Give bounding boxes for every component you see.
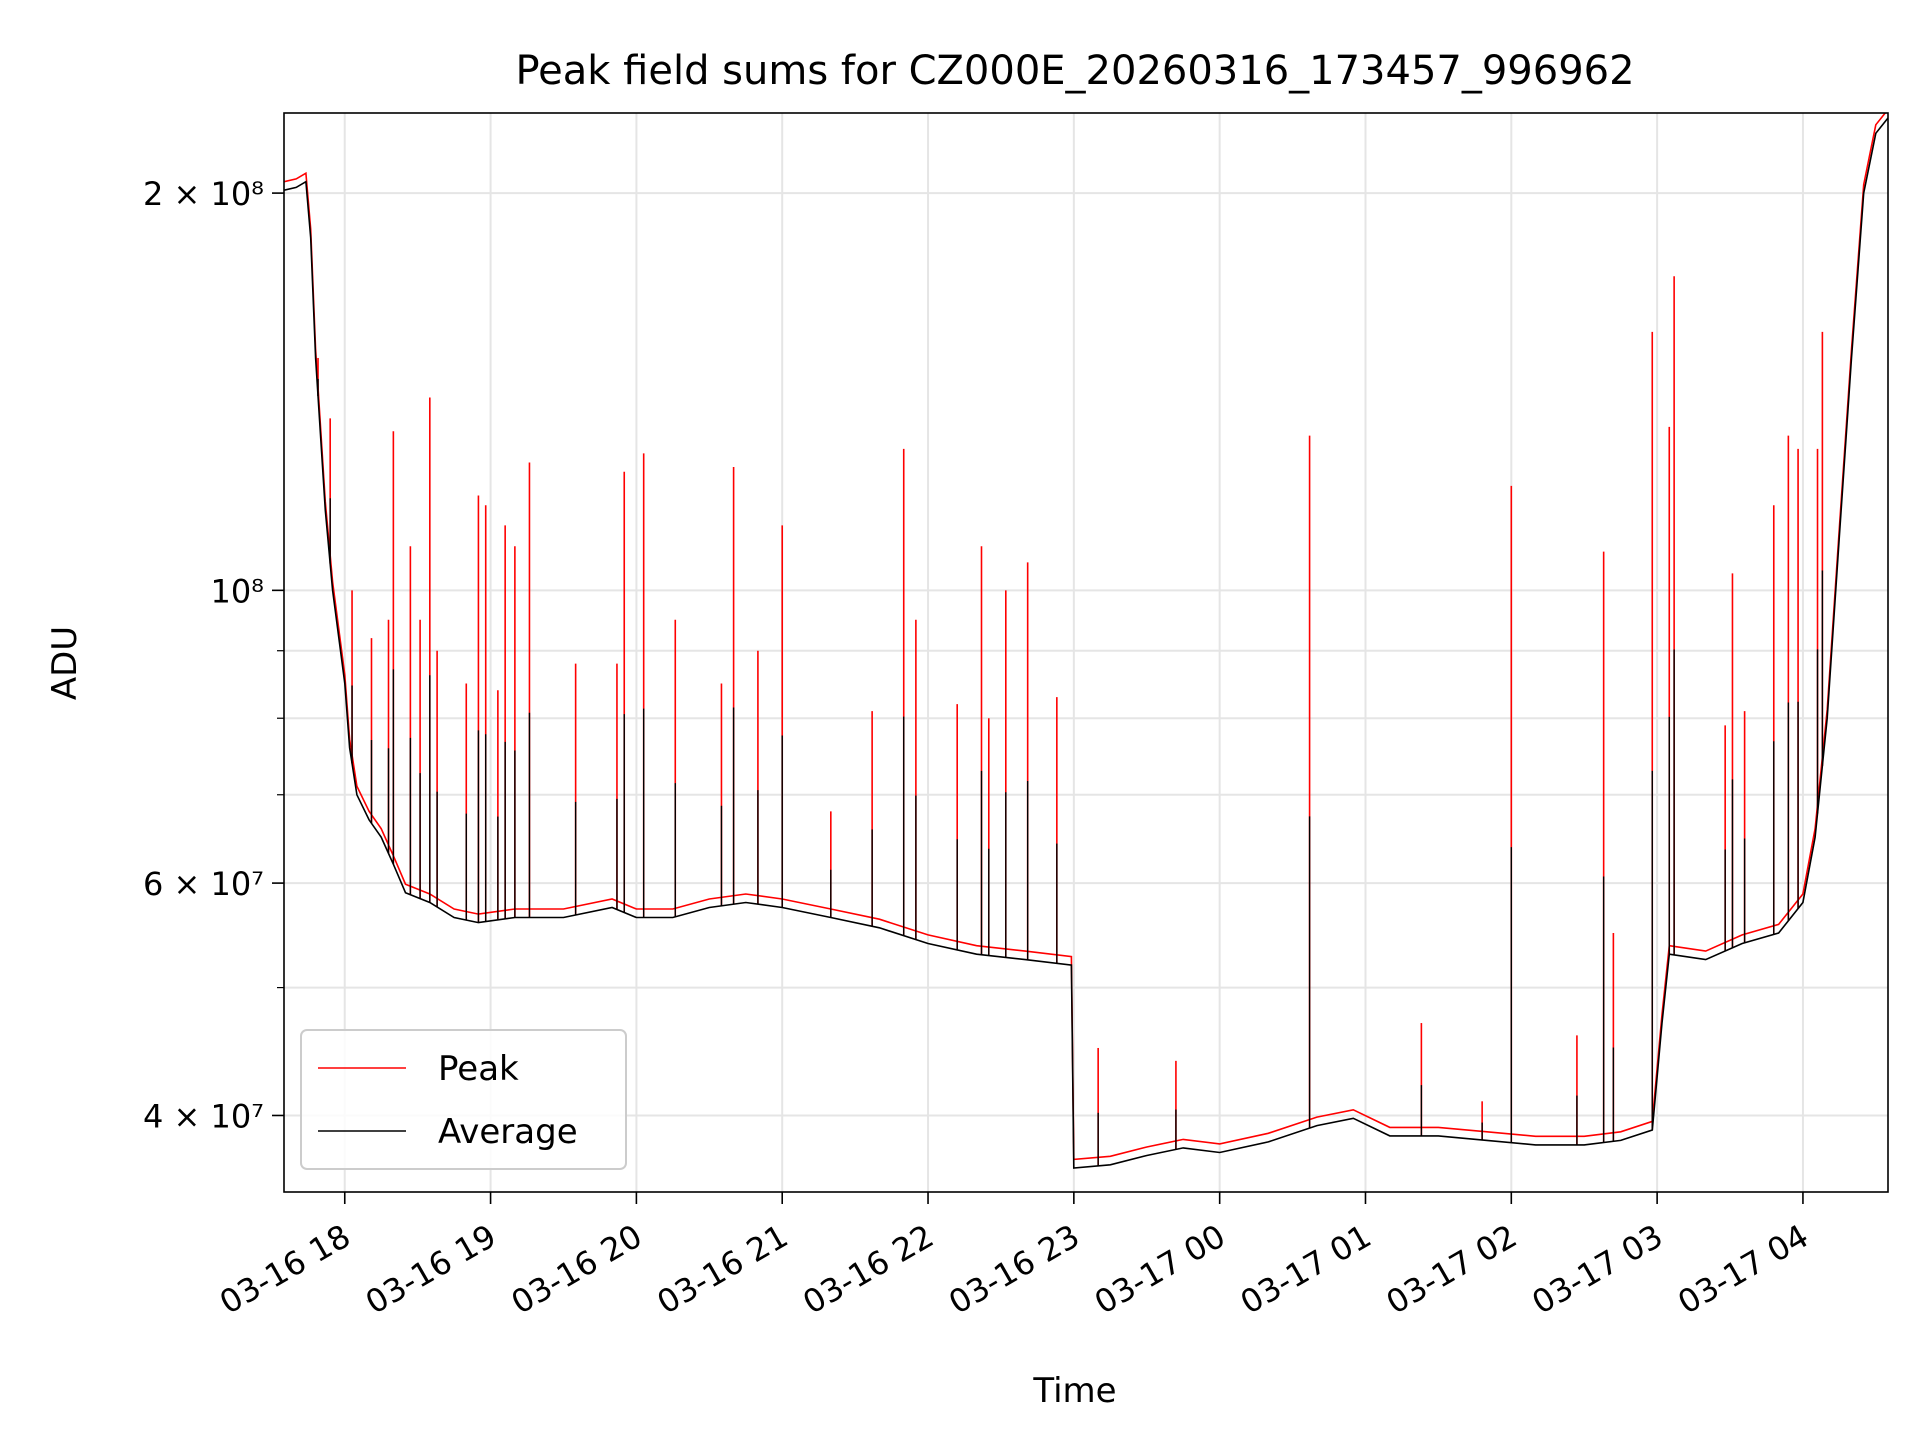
series-layer [284, 113, 1888, 1169]
legend-box [300, 1029, 627, 1170]
peak-series-line [284, 113, 1887, 1161]
grid [284, 113, 1888, 1192]
y-tick-label: 4 × 10⁷ [143, 1097, 264, 1135]
y-tick-label: 2 × 10⁸ [143, 175, 264, 213]
series-group [284, 113, 1888, 1169]
y-tick-label: 6 × 10⁷ [143, 865, 264, 903]
y-axis-label: ADU [45, 626, 85, 700]
y-tick-label: 10⁸ [210, 572, 264, 610]
plot-frame [283, 112, 1889, 1193]
x-axis-label: Time [1032, 1371, 1116, 1411]
chart-title: Peak field sums for CZ000E_20260316_1734… [515, 48, 1634, 94]
average-series-line [284, 117, 1888, 1169]
legend-average-label: Average [438, 1112, 578, 1152]
legend-peak-label: Peak [438, 1049, 519, 1089]
legend: Peak Average [300, 1029, 627, 1170]
